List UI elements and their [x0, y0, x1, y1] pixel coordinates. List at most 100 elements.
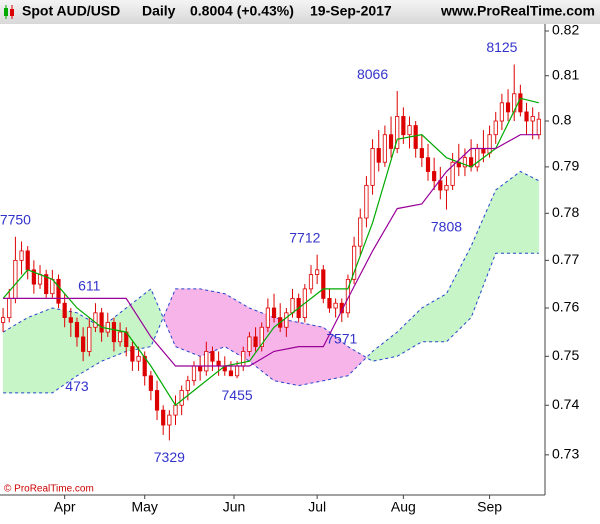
- candle-body: [432, 171, 437, 182]
- candle-body: [376, 148, 381, 163]
- cloud-fill: [520, 171, 540, 254]
- candle-body: [19, 250, 24, 261]
- candle-body: [234, 365, 240, 377]
- candle-body: [395, 116, 400, 149]
- candle-body: [62, 302, 67, 319]
- header-bar: [0, 0, 600, 24]
- candle-body: [358, 217, 363, 247]
- candle-body: [505, 102, 511, 113]
- x-tick-label: Sep: [477, 499, 502, 515]
- candle-body: [321, 269, 326, 299]
- plot-area: 7750 611 473 7329 7455 7712 7571 8066 7808 8125: [0, 39, 541, 465]
- candle-body: [438, 180, 443, 191]
- candle-body: [536, 118, 541, 136]
- candle-body: [462, 157, 468, 168]
- date: 19-Sep-2017: [310, 3, 392, 19]
- candle-body: [154, 390, 160, 411]
- annotation: 473: [65, 378, 89, 394]
- candle-body: [481, 148, 486, 154]
- candle-body: [185, 380, 190, 391]
- candle-body: [413, 125, 418, 149]
- annotation: 7571: [326, 331, 357, 347]
- annotation: 611: [78, 277, 101, 293]
- y-tick-label: 0.74: [552, 396, 579, 412]
- candle-body: [81, 336, 86, 352]
- source: www.ProRealTime.com: [440, 3, 595, 19]
- candle-body: [333, 302, 338, 309]
- candle-body: [290, 298, 295, 314]
- y-tick-label: 0.8: [552, 112, 572, 128]
- candle-body: [7, 298, 12, 319]
- candle-body: [105, 322, 110, 333]
- annotation: 7329: [154, 449, 185, 465]
- candle-body: [99, 312, 104, 333]
- cloud-fill: [27, 307, 53, 394]
- y-tick-label: 0.76: [552, 299, 579, 315]
- candle-body: [419, 148, 424, 159]
- candle-body: [259, 326, 264, 347]
- candle-body: [130, 346, 135, 362]
- period: Daily: [142, 3, 176, 19]
- candle-body: [142, 355, 147, 377]
- x-tick-label: May: [131, 499, 157, 515]
- candle-body: [401, 116, 406, 136]
- candle-body: [216, 360, 221, 367]
- candle-body: [68, 317, 73, 323]
- candle-body: [117, 331, 123, 343]
- candle-body: [388, 134, 394, 149]
- candle-body: [450, 161, 455, 186]
- candle-body: [284, 312, 289, 328]
- candle-body: [475, 148, 480, 168]
- cloud-fill: [347, 346, 367, 377]
- candle-body: [247, 336, 252, 352]
- candle-body: [530, 116, 535, 122]
- candle-body: [493, 120, 498, 136]
- candle-body: [315, 269, 320, 275]
- x-tick-label: Aug: [391, 499, 416, 515]
- annotation: 8066: [357, 66, 388, 82]
- y-tick-label: 0.73: [552, 446, 579, 462]
- candle-body: [161, 409, 166, 426]
- candle-body: [407, 125, 412, 136]
- y-tick-label: 0.77: [552, 251, 579, 267]
- candle-body: [382, 134, 387, 163]
- candle-body: [56, 278, 61, 304]
- y-tick-label: 0.78: [552, 204, 579, 220]
- y-tick-label: 0.75: [552, 347, 579, 363]
- indicator-line: [3, 134, 539, 367]
- candle-body: [271, 307, 277, 319]
- candle-body: [179, 390, 184, 406]
- x-tick-label: Apr: [54, 499, 76, 515]
- candle-body: [37, 274, 43, 285]
- cloud-fill: [175, 288, 201, 357]
- candle-body: [25, 250, 30, 271]
- y-tick-label: 0.79: [552, 158, 579, 174]
- candle-body: [487, 134, 492, 154]
- candle-body: [265, 307, 270, 328]
- annotation: 8125: [486, 39, 517, 55]
- candle-body: [364, 184, 369, 219]
- annotation: 7808: [431, 218, 462, 234]
- candle-body: [136, 355, 141, 362]
- candle-body: [167, 414, 172, 426]
- candle-body: [241, 351, 246, 367]
- candle-body: [425, 157, 431, 172]
- candle-body: [74, 322, 80, 338]
- candle-body: [44, 274, 49, 295]
- candle-body: [111, 322, 117, 343]
- candle-body: [191, 365, 197, 382]
- cloud-fill: [199, 288, 226, 357]
- candle-body: [327, 298, 332, 309]
- candle-body: [31, 269, 36, 285]
- candle-body: [253, 336, 258, 347]
- annotation: 7455: [222, 387, 253, 403]
- annotation: 7750: [0, 211, 31, 227]
- candle-body: [524, 111, 529, 122]
- chart-title: Spot AUD/USD: [22, 3, 120, 19]
- y-tick-label: 0.82: [552, 22, 579, 38]
- header-icon: [4, 5, 14, 19]
- candle-body: [173, 404, 178, 416]
- indicator-line: [2, 97, 539, 407]
